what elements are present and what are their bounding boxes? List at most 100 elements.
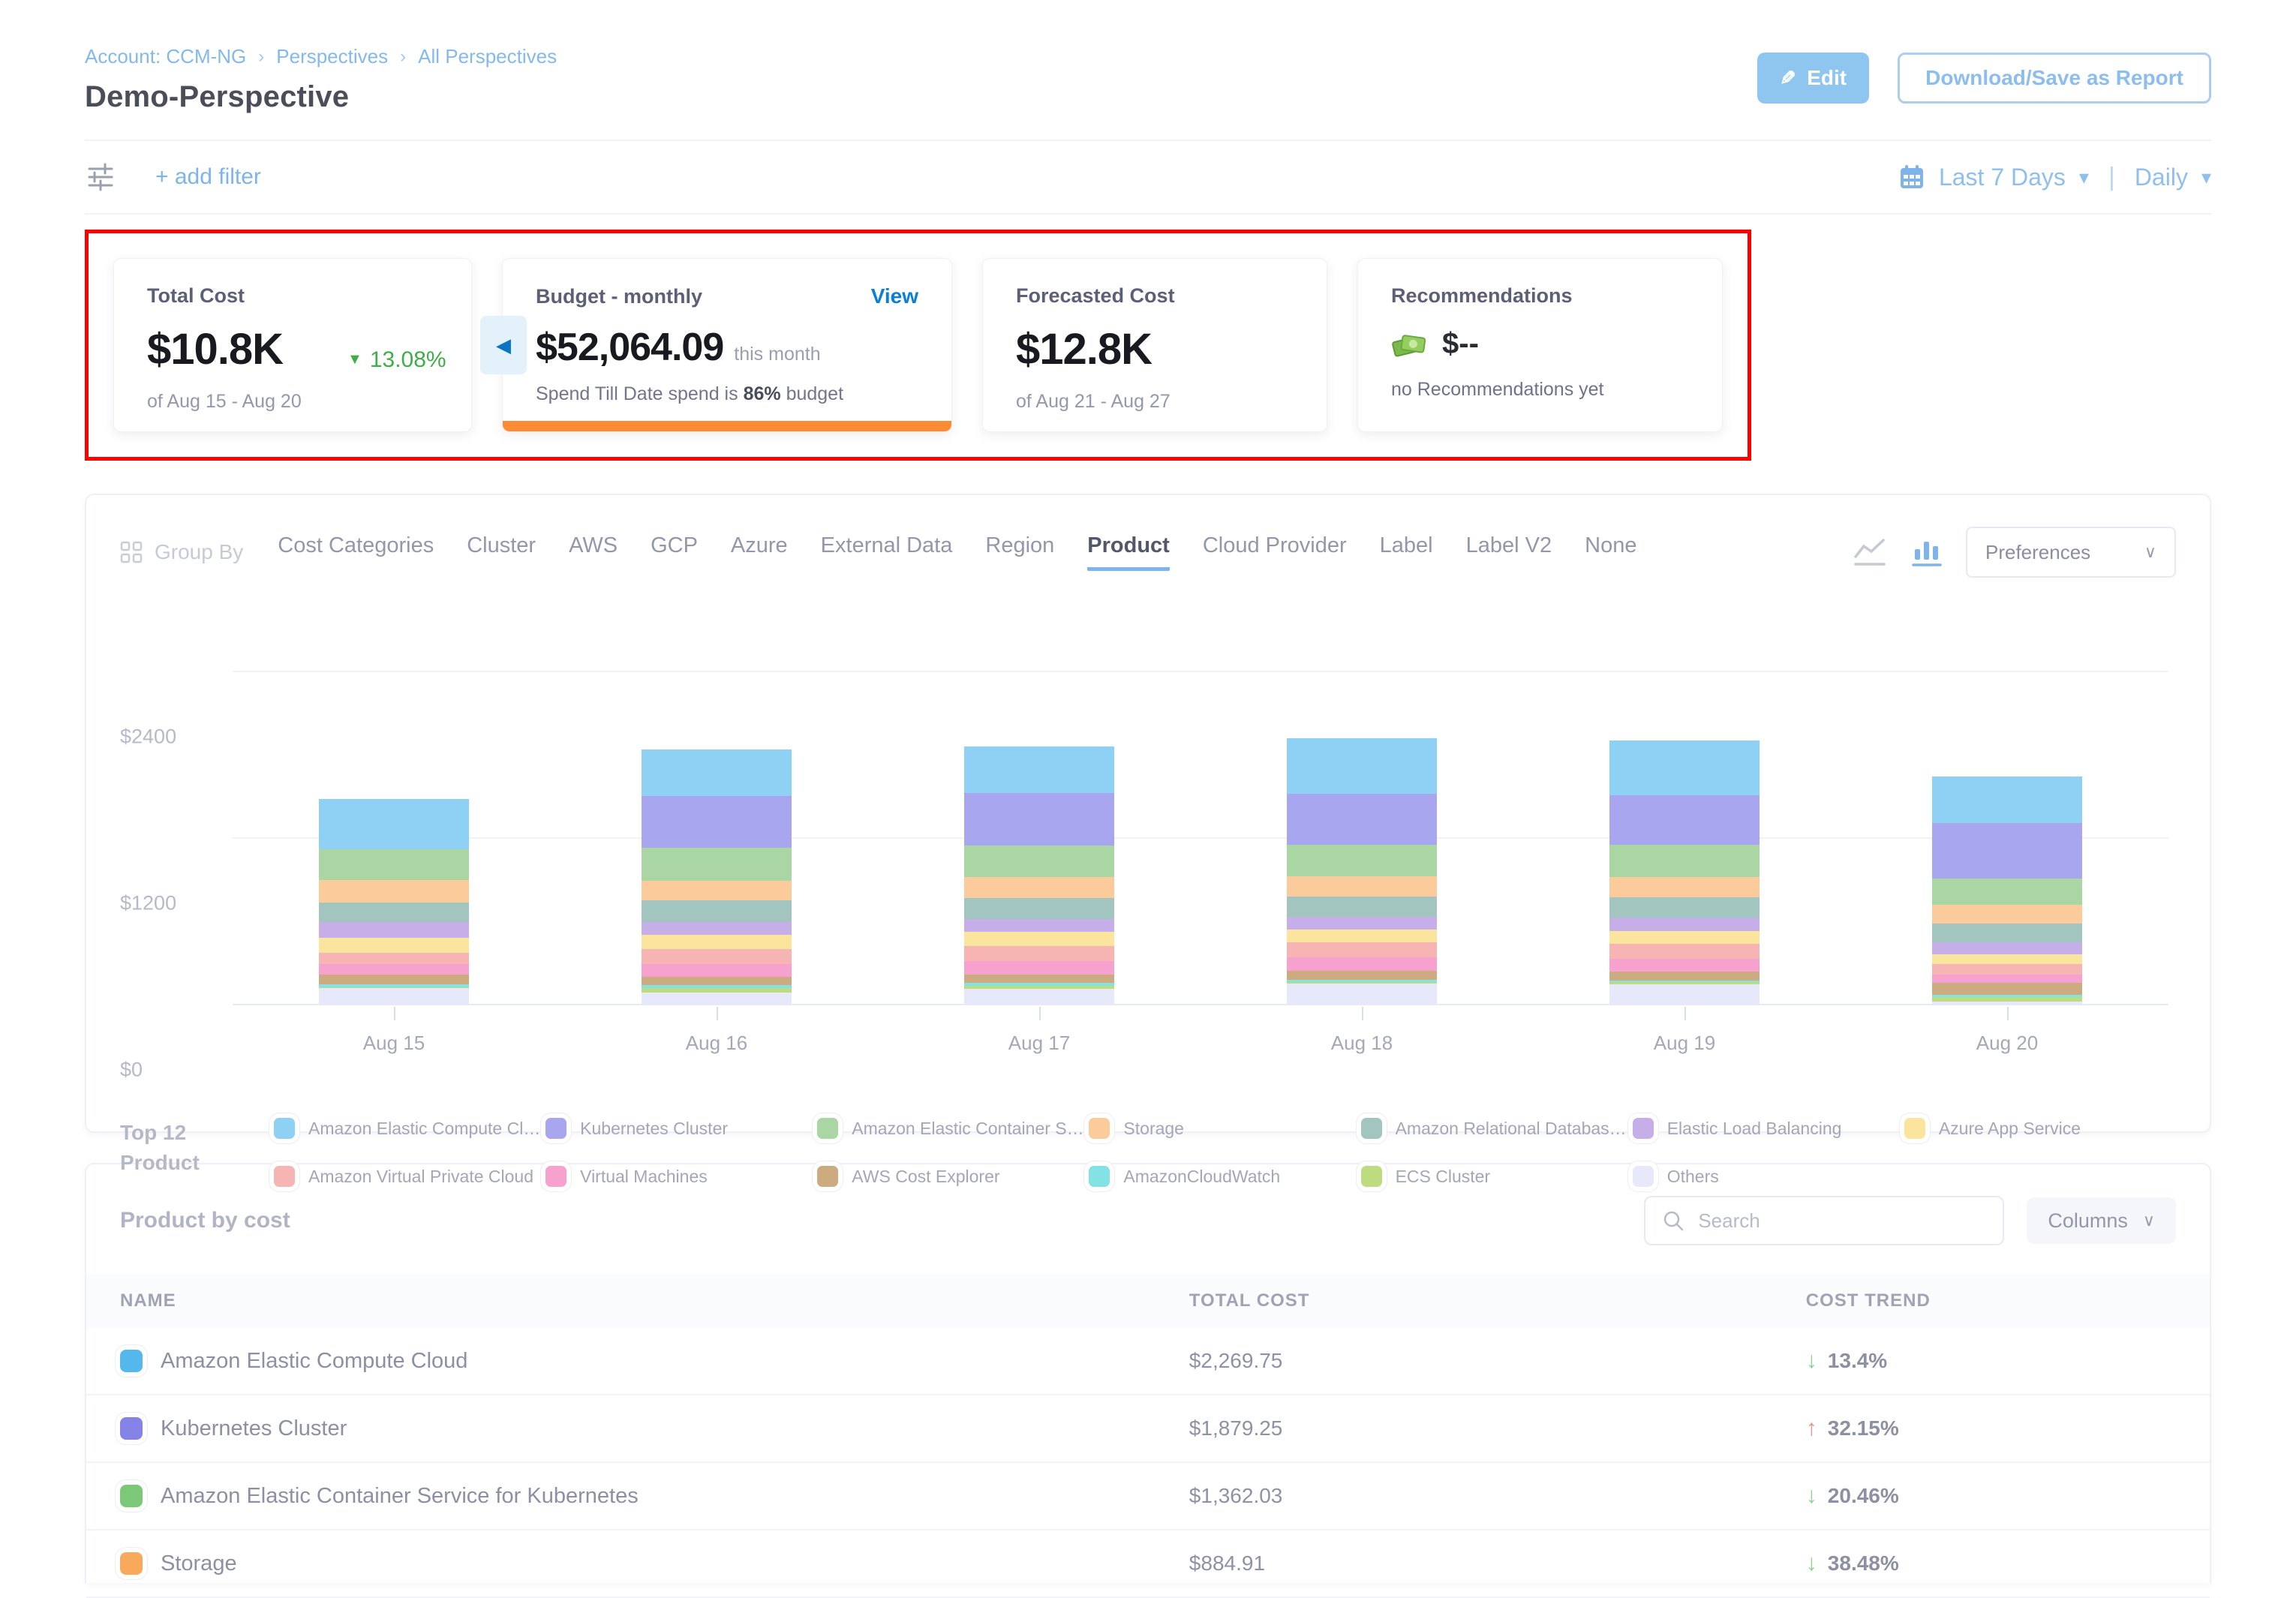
table-row-storage[interactable]: Storage $884.91 ↓ 38.48% [86, 1530, 2210, 1598]
bar-segment-amazoncloudwatch[interactable] [1287, 980, 1437, 983]
bar-segment-ecs-cluster[interactable] [642, 988, 792, 993]
bar-segment-azure-app-service[interactable] [964, 932, 1114, 946]
legend-item-kubernetes-cluster[interactable]: Kubernetes Cluster [545, 1118, 817, 1139]
bar-segment-kubernetes-cluster[interactable] [1932, 822, 2082, 879]
stacked-bar-aug-19[interactable] [1609, 740, 1760, 1005]
add-filter-button[interactable]: + add filter [155, 164, 261, 189]
bar-segment-azure-app-service[interactable] [1932, 954, 2082, 964]
bar-segment-amazon-elastic-container-service-for-kubernetes[interactable] [1609, 845, 1760, 877]
bar-segment-amazoncloudwatch[interactable] [642, 985, 792, 989]
bar-segment-amazoncloudwatch[interactable] [1609, 980, 1760, 983]
bar-segment-amazon-relational-database-service[interactable] [1932, 923, 2082, 942]
edit-button[interactable]: ✎ Edit [1757, 53, 1870, 104]
bar-segment-aws-cost-explorer[interactable] [1609, 972, 1760, 981]
stacked-bar-aug-18[interactable] [1287, 738, 1437, 1005]
legend-item-amazon-virtual-private-cloud[interactable]: Amazon Virtual Private Cloud [274, 1166, 545, 1187]
tab-none[interactable]: None [1585, 533, 1637, 557]
bar-segment-elastic-load-balancing[interactable] [1287, 917, 1437, 930]
bar-segment-amazon-virtual-private-cloud[interactable] [319, 953, 469, 964]
legend-item-others[interactable]: Others [1632, 1166, 1904, 1187]
table-row-kubernetes-cluster[interactable]: Kubernetes Cluster $1,879.25 ↑ 32.15% [86, 1395, 2210, 1463]
stacked-bar-aug-17[interactable] [964, 746, 1114, 1005]
tab-label[interactable]: Label [1379, 533, 1433, 557]
table-row-amazon-elastic-container-service-for-kubernetes[interactable]: Amazon Elastic Container Service for Kub… [86, 1463, 2210, 1530]
bar-segment-storage[interactable] [642, 880, 792, 901]
bar-segment-kubernetes-cluster[interactable] [1287, 793, 1437, 845]
legend-item-aws-cost-explorer[interactable]: AWS Cost Explorer [817, 1166, 1089, 1187]
bar-segment-storage[interactable] [1932, 904, 2082, 924]
bar-segment-amazon-elastic-container-service-for-kubernetes[interactable] [319, 849, 469, 880]
bar-segment-amazon-elastic-container-service-for-kubernetes[interactable] [1287, 844, 1437, 876]
tab-product[interactable]: Product [1087, 533, 1170, 571]
bar-segment-ecs-cluster[interactable] [1287, 982, 1437, 984]
bar-segment-amazon-elastic-compute-cloud[interactable] [1932, 776, 2082, 823]
bar-segment-amazon-elastic-compute-cloud[interactable] [319, 799, 469, 849]
tab-aws[interactable]: AWS [569, 533, 618, 557]
bar-segment-ecs-cluster[interactable] [964, 985, 1114, 990]
bar-segment-others[interactable] [1932, 1001, 2082, 1005]
stacked-bar-aug-16[interactable] [642, 749, 792, 1005]
legend-item-amazoncloudwatch[interactable]: AmazonCloudWatch [1089, 1166, 1360, 1187]
bar-segment-storage[interactable] [1287, 876, 1437, 897]
bar-segment-amazon-elastic-compute-cloud[interactable] [964, 746, 1114, 794]
bar-segment-amazon-virtual-private-cloud[interactable] [642, 948, 792, 965]
tab-cloud-provider[interactable]: Cloud Provider [1202, 533, 1347, 557]
bar-segment-amazoncloudwatch[interactable] [1932, 994, 2082, 998]
bar-segment-aws-cost-explorer[interactable] [642, 976, 792, 986]
search-input[interactable] [1696, 1208, 1987, 1233]
tab-azure[interactable]: Azure [730, 533, 788, 557]
bar-segment-amazoncloudwatch[interactable] [319, 984, 469, 987]
bar-segment-ecs-cluster[interactable] [1932, 997, 2082, 1002]
bar-segment-ecs-cluster[interactable] [1609, 982, 1760, 984]
preferences-dropdown[interactable]: Preferences ∨ [1966, 527, 2176, 578]
bar-segment-amazon-elastic-compute-cloud[interactable] [1609, 740, 1760, 795]
bar-segment-elastic-load-balancing[interactable] [1609, 918, 1760, 931]
bar-segment-amazon-relational-database-service[interactable] [642, 900, 792, 922]
stacked-bar-aug-20[interactable] [1932, 776, 2082, 1005]
bar-segment-others[interactable] [1287, 983, 1437, 1005]
line-chart-toggle-icon[interactable] [1852, 536, 1888, 569]
bar-segment-amazon-elastic-container-service-for-kubernetes[interactable] [1932, 879, 2082, 905]
bar-segment-amazoncloudwatch[interactable] [964, 982, 1114, 986]
columns-dropdown-button[interactable]: Columns ∨ [2027, 1197, 2176, 1244]
bar-segment-amazon-elastic-compute-cloud[interactable] [1287, 738, 1437, 794]
legend-item-amazon-elastic-compute-clo[interactable]: Amazon Elastic Compute Clo... [274, 1118, 545, 1139]
legend-item-storage[interactable]: Storage [1089, 1118, 1360, 1139]
bar-segment-storage[interactable] [1609, 876, 1760, 897]
bar-segment-amazon-elastic-container-service-for-kubernetes[interactable] [642, 848, 792, 881]
bar-segment-elastic-load-balancing[interactable] [1932, 942, 2082, 954]
column-header-cost-trend[interactable]: COST TREND [1805, 1290, 1931, 1311]
bar-chart-toggle-icon[interactable] [1910, 536, 1943, 569]
bar-segment-kubernetes-cluster[interactable] [1609, 794, 1760, 846]
legend-item-virtual-machines[interactable]: Virtual Machines [545, 1166, 817, 1187]
tab-external-data[interactable]: External Data [820, 533, 953, 557]
bar-segment-azure-app-service[interactable] [319, 938, 469, 954]
bar-segment-amazon-relational-database-service[interactable] [964, 898, 1114, 919]
bar-segment-aws-cost-explorer[interactable] [964, 974, 1114, 983]
bar-segment-azure-app-service[interactable] [642, 935, 792, 949]
legend-item-amazon-relational-database[interactable]: Amazon Relational Database ... [1360, 1118, 1633, 1139]
column-header-total-cost[interactable]: TOTAL COST [1189, 1290, 1310, 1311]
bar-segment-amazon-relational-database-service[interactable] [1609, 897, 1760, 918]
bar-segment-elastic-load-balancing[interactable] [642, 921, 792, 936]
bar-segment-amazon-elastic-container-service-for-kubernetes[interactable] [964, 845, 1114, 878]
tab-region[interactable]: Region [985, 533, 1055, 557]
bar-segment-others[interactable] [1609, 984, 1760, 1005]
bar-segment-amazon-virtual-private-cloud[interactable] [1932, 963, 2082, 975]
bar-segment-virtual-machines[interactable] [319, 963, 469, 975]
stacked-bar-aug-15[interactable] [319, 799, 469, 1005]
bar-segment-amazon-relational-database-service[interactable] [319, 903, 469, 922]
download-save-report-button[interactable]: Download/Save as Report [1898, 53, 2211, 104]
bar-segment-others[interactable] [642, 993, 792, 1005]
bar-segment-ecs-cluster[interactable] [319, 987, 469, 989]
date-range-selector[interactable]: Last 7 Days [1938, 163, 2066, 191]
chevron-down-icon[interactable]: ▾ [2078, 165, 2089, 188]
bar-segment-azure-app-service[interactable] [1609, 930, 1760, 944]
legend-item-elastic-load-balancing[interactable]: Elastic Load Balancing [1632, 1118, 1904, 1139]
bar-segment-storage[interactable] [964, 877, 1114, 898]
chevron-down-icon[interactable]: ▾ [2201, 165, 2211, 188]
bar-segment-elastic-load-balancing[interactable] [319, 921, 469, 939]
granularity-selector[interactable]: Daily [2134, 163, 2188, 191]
tab-label-v2[interactable]: Label V2 [1465, 533, 1552, 557]
collapse-arrow-button[interactable]: ◀ [480, 316, 527, 374]
